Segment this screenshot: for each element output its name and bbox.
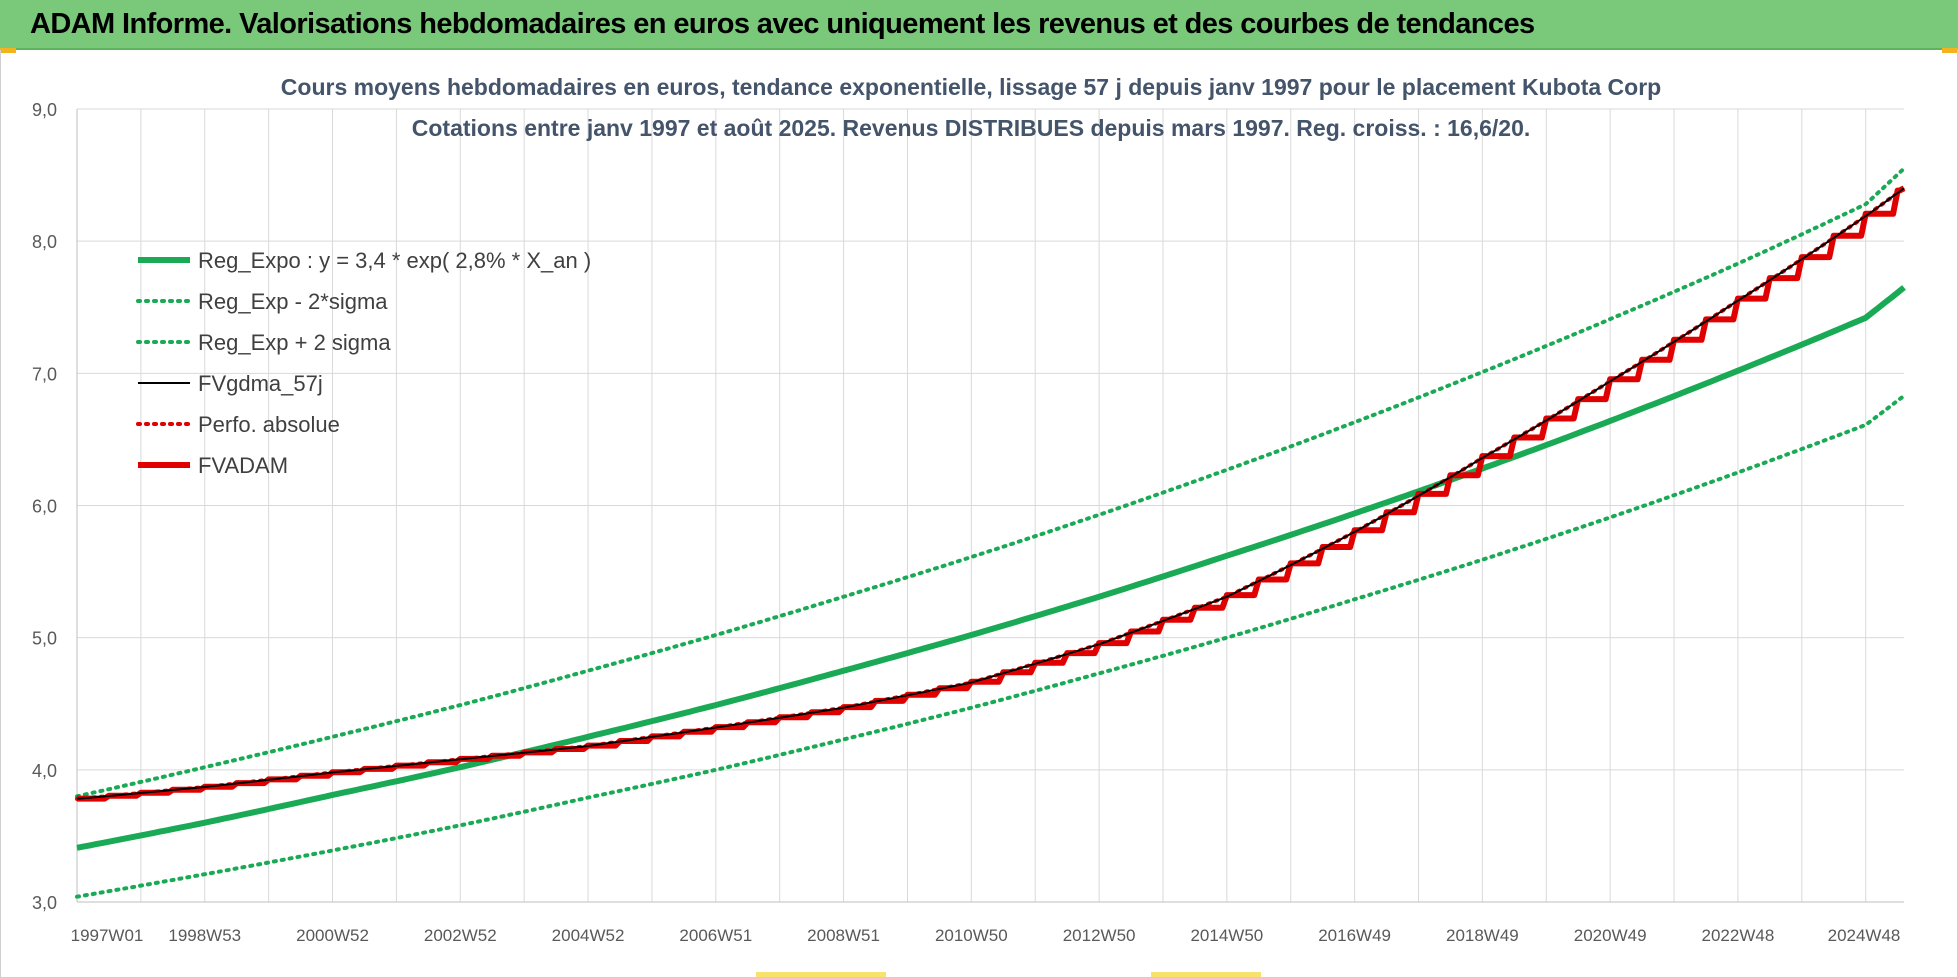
chart-title: Cours moyens hebdomadaires en euros, ten…: [281, 74, 1661, 100]
series-lines: [75, 166, 1906, 899]
x-tick-label: 2004W52: [552, 926, 625, 945]
chart-frame: 3,0 4,0 5,0 6,0 7,0 8,0 9,0 1997W01 1998…: [0, 50, 1958, 978]
y-tick-label: 5,0: [32, 629, 57, 649]
legend: Reg_Expo : y = 3,4 * exp( 2,8% * X_an ) …: [136, 248, 591, 478]
axes: 3,0 4,0 5,0 6,0 7,0 8,0 9,0 1997W01 1998…: [32, 100, 1900, 945]
legend-label: FVgdma_57j: [198, 371, 323, 396]
fvadam-series: [77, 185, 1906, 802]
gdma-series: [76, 187, 1905, 800]
x-tick-label: 2010W50: [935, 926, 1008, 945]
x-tick-label: 2012W50: [1063, 926, 1136, 945]
x-tick-label: 2002W52: [424, 926, 497, 945]
y-tick-label: 4,0: [32, 761, 57, 781]
chart-subtitle: Cotations entre janv 1997 et août 2025. …: [412, 115, 1531, 141]
y-tick-label: 7,0: [32, 364, 57, 384]
lower-band-series: [75, 393, 1906, 899]
chart-titles: Cours moyens hebdomadaires en euros, ten…: [281, 74, 1661, 141]
x-tick-label: 2014W50: [1190, 926, 1263, 945]
legend-label: Perfo. absolue: [198, 412, 340, 437]
x-tick-label: 1998W53: [168, 926, 241, 945]
header-corner-marker-right: [1942, 48, 1958, 53]
legend-label: Reg_Expo : y = 3,4 * exp( 2,8% * X_an ): [198, 248, 591, 273]
y-tick-label: 3,0: [32, 893, 57, 913]
y-tick-label: 6,0: [32, 497, 57, 517]
upper-band-series: [75, 166, 1906, 799]
x-tick-label: 1997W01: [71, 926, 144, 945]
bottom-marker: [756, 972, 886, 977]
x-tick-label: 2008W51: [807, 926, 880, 945]
legend-label: Reg_Exp - 2*sigma: [198, 289, 388, 314]
bottom-marker: [1151, 972, 1261, 977]
x-tick-label: 2016W49: [1318, 926, 1391, 945]
perfo-absolue-series: [75, 186, 1906, 801]
header-corner-marker-left: [0, 48, 16, 53]
x-tick-label: 2018W49: [1446, 926, 1519, 945]
y-tick-label: 9,0: [32, 100, 57, 120]
report-header: ADAM Informe. Valorisations hebdomadaire…: [0, 0, 1958, 50]
trend-line-series: [76, 285, 1906, 851]
line-chart: 3,0 4,0 5,0 6,0 7,0 8,0 9,0 1997W01 1998…: [32, 74, 1906, 945]
x-tick-label: 2022W48: [1702, 926, 1775, 945]
x-tick-label: 2020W49: [1574, 926, 1647, 945]
legend-label: Reg_Exp + 2 sigma: [198, 330, 391, 355]
grid-lines: [76, 108, 1904, 903]
legend-label: FVADAM: [198, 453, 288, 478]
y-tick-label: 8,0: [32, 232, 57, 252]
report-title: ADAM Informe. Valorisations hebdomadaire…: [30, 8, 1535, 40]
x-tick-label: 2006W51: [679, 926, 752, 945]
x-tick-label: 2000W52: [296, 926, 369, 945]
x-tick-label: 2024W48: [1828, 926, 1901, 945]
